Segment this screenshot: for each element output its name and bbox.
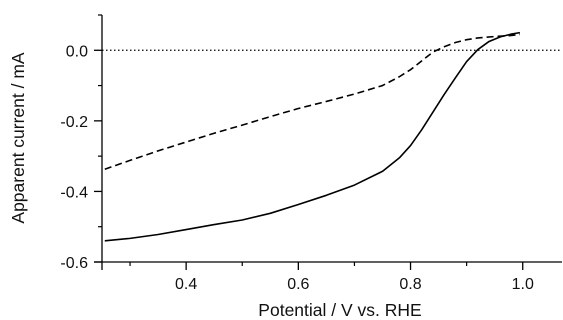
series-line-1 <box>104 33 521 170</box>
axes: -0.6 -0.4 -0.2 0.0 0.4 0.6 0.8 1.0 <box>60 14 562 293</box>
plot-area <box>102 31 562 242</box>
x-tick-label: 0.6 <box>287 276 309 293</box>
y-tick-label: -0.2 <box>60 114 88 131</box>
series-line-0 <box>104 31 521 242</box>
y-axis-label: Apparent current / mA <box>8 52 28 224</box>
y-tick-label: -0.4 <box>60 184 88 201</box>
x-axis-label: Potential / V vs. RHE <box>258 300 421 320</box>
x-tick-label: 0.4 <box>175 276 197 293</box>
y-tick-label: -0.6 <box>60 255 88 272</box>
y-tick-label: 0.0 <box>66 43 88 60</box>
x-tick-label: 1.0 <box>512 276 534 293</box>
x-tick-label: 0.8 <box>399 276 421 293</box>
